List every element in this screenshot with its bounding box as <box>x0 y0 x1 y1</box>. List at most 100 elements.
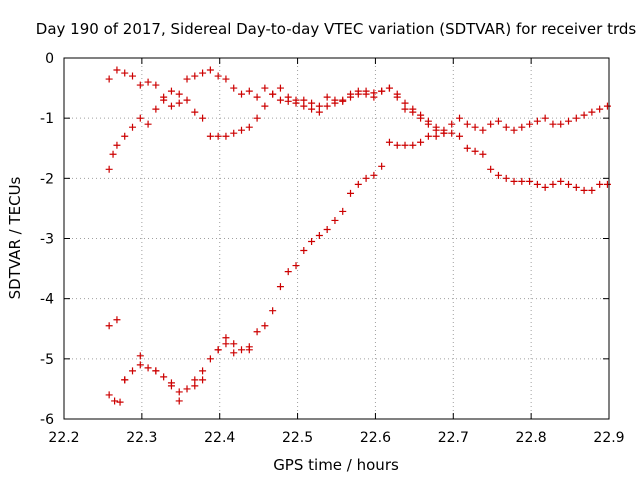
data-point <box>494 117 502 125</box>
data-point <box>136 114 144 122</box>
data-point <box>471 147 479 155</box>
data-point <box>113 316 121 324</box>
data-point <box>199 376 207 384</box>
data-point <box>518 177 526 185</box>
data-point <box>448 129 456 137</box>
x-tick-label: 22.4 <box>204 430 235 446</box>
data-point <box>136 352 144 360</box>
data-point <box>424 120 432 128</box>
data-point <box>596 180 604 188</box>
data-point <box>113 141 121 149</box>
data-point <box>276 96 284 104</box>
data-point <box>206 355 214 363</box>
data-point <box>354 180 362 188</box>
y-tick-label: -3 <box>40 232 54 248</box>
data-points <box>105 66 611 406</box>
data-point <box>230 129 238 137</box>
data-point <box>238 126 246 134</box>
data-point <box>409 105 417 113</box>
data-point <box>463 120 471 128</box>
data-point <box>432 132 440 140</box>
data-point <box>121 69 129 77</box>
data-point <box>111 397 119 405</box>
data-point <box>565 117 573 125</box>
data-point <box>339 96 347 104</box>
data-point <box>370 93 378 101</box>
data-point <box>222 75 230 83</box>
data-point <box>269 307 277 315</box>
data-point <box>526 177 534 185</box>
data-point <box>596 105 604 113</box>
data-point <box>417 114 425 122</box>
data-point <box>175 90 183 98</box>
x-tick-label: 22.9 <box>593 430 624 446</box>
y-tick-label: -6 <box>40 412 54 428</box>
data-point <box>533 117 541 125</box>
data-point <box>588 108 596 116</box>
data-point <box>214 132 222 140</box>
data-point <box>549 180 557 188</box>
x-tick-label: 22.2 <box>48 430 79 446</box>
x-tick-label: 22.3 <box>126 430 157 446</box>
data-point <box>308 105 316 113</box>
data-point <box>362 90 370 98</box>
data-point <box>245 123 253 131</box>
data-point <box>183 75 191 83</box>
y-tick-label: -2 <box>40 171 54 187</box>
data-point <box>339 207 347 215</box>
data-point <box>261 84 269 92</box>
data-point <box>167 87 175 95</box>
data-point <box>238 90 246 98</box>
x-tick-label: 22.8 <box>516 430 547 446</box>
data-point <box>393 93 401 101</box>
data-point <box>152 367 160 375</box>
data-point <box>238 346 246 354</box>
data-point <box>253 93 261 101</box>
x-tick-label: 22.5 <box>282 430 313 446</box>
data-point <box>152 81 160 89</box>
data-point <box>292 96 300 104</box>
data-point <box>175 388 183 396</box>
data-point <box>253 328 261 336</box>
data-point <box>191 72 199 80</box>
data-point <box>136 361 144 369</box>
data-point <box>191 108 199 116</box>
data-point <box>354 87 362 95</box>
data-point <box>510 126 518 134</box>
data-point <box>518 123 526 131</box>
data-point <box>580 186 588 194</box>
data-point <box>502 123 510 131</box>
y-axis-label: SDTVAR / TECUs <box>6 176 24 299</box>
data-point <box>230 340 238 348</box>
data-point <box>347 189 355 197</box>
data-point <box>284 93 292 101</box>
data-point <box>549 120 557 128</box>
data-point <box>261 102 269 110</box>
data-point <box>378 87 386 95</box>
data-point <box>167 102 175 110</box>
data-point <box>105 165 113 173</box>
grid-lines <box>64 58 609 419</box>
data-point <box>152 105 160 113</box>
data-point <box>409 141 417 149</box>
data-point <box>129 123 137 131</box>
data-point <box>487 120 495 128</box>
data-point <box>479 126 487 134</box>
data-point <box>144 78 152 86</box>
data-point <box>526 120 534 128</box>
data-point <box>315 108 323 116</box>
data-point <box>300 96 308 104</box>
data-point <box>401 99 409 107</box>
x-tick-labels: 22.2 22.3 22.4 22.5 22.6 22.7 22.8 22.9 <box>48 430 624 446</box>
data-point <box>487 165 495 173</box>
data-point <box>331 216 339 224</box>
y-tick-label: 0 <box>45 51 54 67</box>
data-point <box>284 268 292 276</box>
data-point <box>456 132 464 140</box>
y-tick-label: -1 <box>40 111 54 127</box>
plot-frame <box>63 57 610 420</box>
data-point <box>603 180 611 188</box>
data-point <box>222 334 230 342</box>
data-point <box>160 373 168 381</box>
data-point <box>113 66 121 74</box>
